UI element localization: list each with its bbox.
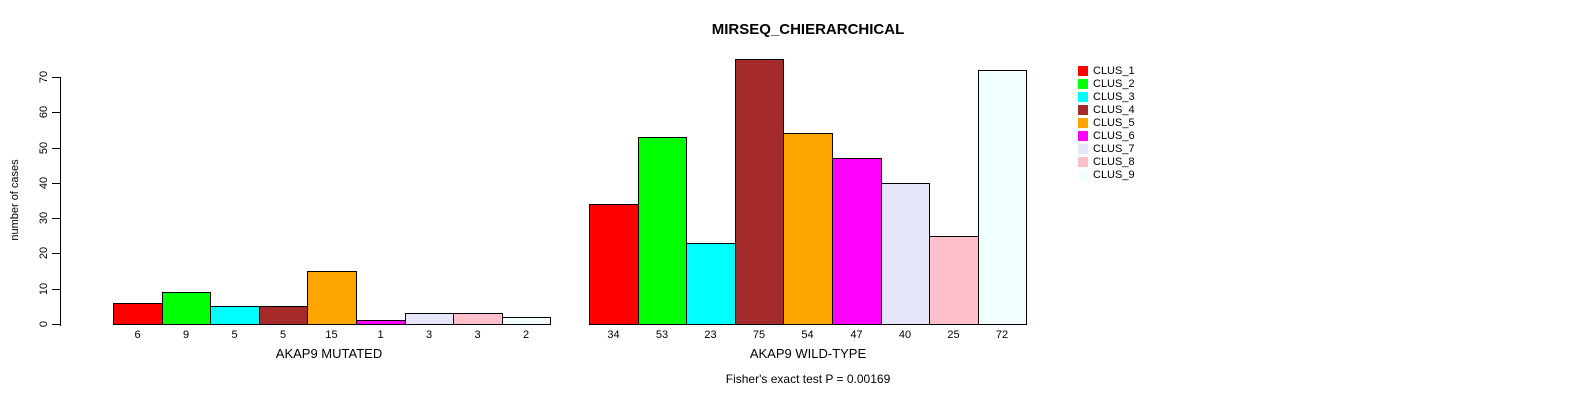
legend-label-clus-2: CLUS_2 (1093, 78, 1135, 90)
y-tick-label-50: 50 (38, 141, 50, 155)
bar-value-label-akap9-mutated-clus-8: 3 (474, 329, 481, 341)
bar-akap9-mutated-clus-8 (453, 313, 503, 325)
bar-value-label-akap9-wild-type-clus-5: 54 (801, 329, 814, 341)
bar-akap9-mutated-clus-4 (259, 306, 308, 325)
legend-swatch-clus-6 (1078, 131, 1088, 141)
bar-value-label-akap9-mutated-clus-9: 2 (522, 329, 530, 341)
bar-value-label-akap9-mutated-clus-1: 6 (134, 329, 141, 341)
y-tick-0 (52, 324, 61, 325)
bar-value-label-akap9-wild-type-clus-4: 75 (752, 329, 766, 341)
bar-akap9-wild-type-clus-1 (589, 204, 639, 325)
bar-value-label-akap9-mutated-clus-6: 1 (377, 329, 384, 341)
legend-swatch-clus-4 (1078, 105, 1088, 115)
y-tick-40 (52, 183, 61, 184)
y-axis-label: number of cases (9, 159, 21, 241)
y-tick-label-20: 20 (38, 246, 50, 260)
y-tick-label-30: 30 (38, 211, 50, 225)
y-tick-60 (52, 112, 61, 113)
legend-swatch-clus-7 (1078, 144, 1088, 154)
bar-value-label-akap9-wild-type-clus-1: 34 (607, 329, 620, 341)
bar-value-label-akap9-mutated-clus-2: 9 (182, 329, 190, 341)
bar-akap9-wild-type-clus-8 (929, 236, 979, 325)
bar-value-label-akap9-wild-type-clus-3: 23 (704, 329, 717, 341)
bar-akap9-mutated-clus-2 (162, 292, 211, 325)
legend-swatch-clus-8 (1078, 157, 1088, 167)
legend-label-clus-7: CLUS_7 (1093, 143, 1135, 155)
legend-swatch-clus-3 (1078, 92, 1088, 102)
legend-label-clus-3: CLUS_3 (1093, 91, 1135, 103)
bar-akap9-wild-type-clus-5 (783, 133, 833, 325)
bar-akap9-mutated-clus-3 (210, 306, 260, 325)
bar-value-label-akap9-mutated-clus-7: 3 (425, 329, 433, 341)
bar-value-label-akap9-wild-type-clus-7: 40 (898, 329, 912, 341)
legend-swatch-clus-5 (1078, 118, 1088, 128)
y-tick-label-40: 40 (38, 176, 50, 190)
x-axis-label-mutated: AKAP9 MUTATED (275, 346, 383, 361)
y-tick-50 (52, 148, 61, 149)
bar-akap9-wild-type-clus-7 (881, 183, 930, 325)
legend-swatch-clus-9 (1078, 170, 1088, 180)
bar-value-label-akap9-wild-type-clus-2: 53 (655, 329, 669, 341)
y-axis-line (60, 77, 61, 326)
legend-label-clus-8: CLUS_8 (1093, 156, 1135, 168)
bar-akap9-wild-type-clus-9 (978, 70, 1027, 325)
y-tick-20 (52, 253, 61, 254)
legend-label-clus-5: CLUS_5 (1093, 117, 1135, 129)
y-tick-label-60: 60 (38, 105, 50, 119)
legend-label-clus-1: CLUS_1 (1093, 65, 1135, 77)
x-axis-label-wild-type: AKAP9 WILD-TYPE (749, 346, 867, 361)
legend-label-clus-4: CLUS_4 (1093, 104, 1135, 116)
y-tick-10 (52, 289, 61, 290)
bar-akap9-wild-type-clus-6 (832, 158, 882, 325)
bar-value-label-akap9-mutated-clus-3: 5 (231, 329, 238, 341)
bar-value-label-akap9-wild-type-clus-6: 47 (850, 329, 863, 341)
chart-title: MIRSEQ_CHIERARCHICAL (711, 21, 905, 38)
bar-value-label-akap9-mutated-clus-5: 15 (325, 329, 338, 341)
bar-akap9-wild-type-clus-4 (735, 59, 784, 325)
y-tick-70 (52, 77, 61, 78)
fisher-test-annotation: Fisher's exact test P = 0.00169 (725, 372, 891, 386)
bar-akap9-wild-type-clus-2 (638, 137, 687, 325)
bar-value-label-akap9-wild-type-clus-9: 72 (995, 329, 1009, 341)
bar-akap9-wild-type-clus-3 (686, 243, 736, 325)
bar-akap9-mutated-clus-1 (113, 303, 163, 325)
legend-label-clus-9: CLUS_9 (1093, 169, 1135, 181)
bar-value-label-akap9-mutated-clus-4: 5 (279, 329, 287, 341)
bar-akap9-mutated-clus-9 (502, 317, 551, 325)
legend-swatch-clus-1 (1078, 66, 1088, 76)
legend-swatch-clus-2 (1078, 79, 1088, 89)
y-tick-label-0: 0 (38, 320, 50, 328)
y-tick-30 (52, 218, 61, 219)
y-tick-label-70: 70 (38, 70, 50, 84)
bar-value-label-akap9-wild-type-clus-8: 25 (947, 329, 960, 341)
bar-akap9-mutated-clus-6 (356, 320, 406, 325)
y-tick-label-10: 10 (38, 282, 50, 296)
bar-akap9-mutated-clus-5 (307, 271, 357, 325)
bar-akap9-mutated-clus-7 (405, 313, 454, 325)
legend-label-clus-6: CLUS_6 (1093, 130, 1135, 142)
